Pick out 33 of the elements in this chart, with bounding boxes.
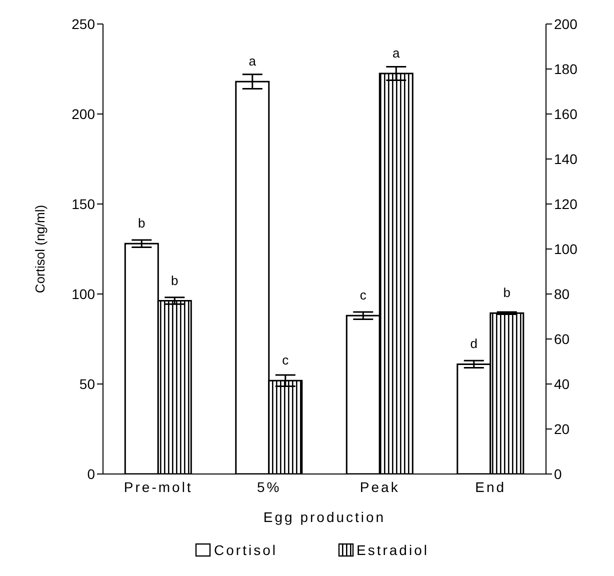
y-tick-label: 250 <box>72 16 96 32</box>
y2-tick-label: 80 <box>554 286 570 302</box>
y-tick-label: 0 <box>87 466 96 482</box>
y-tick-label: 50 <box>79 376 96 392</box>
data-label: b <box>138 216 146 231</box>
y2-tick-label: 140 <box>554 150 578 167</box>
data-label: a <box>392 46 401 60</box>
x-axis-title: Egg production <box>263 509 386 525</box>
y2-tick-label: 120 <box>554 196 578 212</box>
y2-tick-label: 160 <box>554 106 578 122</box>
y2-tick-label: 100 <box>554 240 578 257</box>
x-tick-label: Peak <box>360 478 400 495</box>
legend-label: Estradiol <box>356 542 429 558</box>
y2-tick-label: 0 <box>554 466 562 482</box>
x-tick-label: Pre-molt <box>124 478 193 495</box>
y-tick-label: 150 <box>72 196 96 212</box>
y-axis-title: Cortisol (ng/ml) <box>32 204 48 294</box>
y2-tick-label: 40 <box>554 376 570 392</box>
data-label: b <box>503 285 511 300</box>
data-label: c <box>282 352 290 368</box>
y2-tick-label: 180 <box>554 60 578 77</box>
data-label: d <box>470 336 478 352</box>
data-label: b <box>171 272 178 288</box>
x-tick-label: 5% <box>257 478 282 495</box>
y-tick-label: 100 <box>72 286 96 302</box>
x-tick-label: End <box>475 478 506 495</box>
y2-tick-label: 20 <box>554 420 570 437</box>
data-label: c <box>360 288 367 303</box>
data-label: a <box>248 54 257 69</box>
y-tick-label: 200 <box>72 106 96 122</box>
y2-tick-label: 60 <box>554 330 570 347</box>
legend-label: Cortisol <box>213 542 278 558</box>
y2-tick-label: 200 <box>554 16 578 32</box>
